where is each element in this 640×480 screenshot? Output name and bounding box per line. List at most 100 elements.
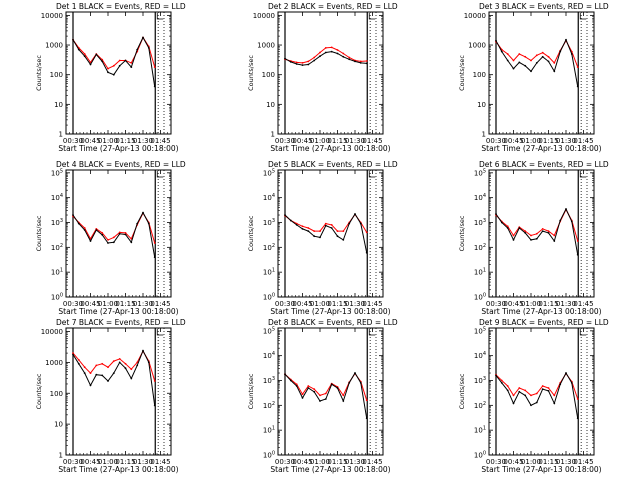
events-data-point — [365, 417, 368, 420]
y-tick-label: 100 — [474, 293, 486, 302]
x-tick-label: 00:45 — [503, 458, 523, 466]
events-data-point — [289, 379, 292, 382]
events-data-point — [570, 382, 573, 384]
y-tick-label: 103 — [474, 376, 486, 385]
lld-data-point — [83, 366, 86, 369]
lld-data-point — [530, 234, 532, 237]
y-tick-label: 1 — [59, 452, 63, 460]
events-data-point — [130, 66, 133, 68]
x-tick-label: 01:00 — [521, 458, 541, 466]
detector-panel-8: 10010110210310410500:3000:4501:0001:1501… — [247, 318, 398, 474]
lld-data-point — [95, 364, 98, 367]
x-tick-label: 00:30 — [63, 300, 83, 308]
x-tick-label: 00:45 — [80, 137, 100, 145]
detector-panel-3: 1 10 100 1000 10000 00:3000:4501:0001:1501:30… — [458, 2, 609, 153]
events-data-point — [301, 228, 304, 230]
x-tick-label: 01:15 — [538, 458, 558, 466]
lld-data-point — [524, 230, 527, 233]
y-tick-label: 102 — [51, 243, 63, 252]
events-series-line — [72, 36, 156, 87]
lld-data-point — [348, 56, 351, 59]
corner-bracket-mark — [368, 329, 376, 336]
lld-series-line — [495, 208, 579, 242]
events-data-point — [354, 372, 356, 374]
y-tick-label: 101 — [263, 268, 275, 277]
lld-data-point — [118, 59, 121, 62]
events-data-point — [518, 227, 521, 229]
x-axis-label: Start Time (27-Apr-13 00:18:00) — [481, 144, 601, 153]
x-axis-label: Start Time (27-Apr-13 00:18:00) — [58, 465, 178, 474]
lld-data-point — [330, 224, 333, 226]
events-data-point — [72, 38, 74, 41]
x-tick-label: 00:30 — [275, 300, 295, 308]
x-tick-label: 01:45 — [573, 137, 593, 145]
events-data-point — [136, 364, 139, 367]
events-data-point — [95, 53, 98, 56]
lld-data-point — [547, 230, 550, 233]
lld-data-point — [535, 392, 538, 395]
events-data-point — [89, 63, 92, 66]
detector-panel-9: 10010110210310410500:3000:4501:0001:1501… — [458, 318, 609, 474]
events-data-point — [342, 400, 345, 402]
lld-data-point — [524, 389, 527, 392]
lld-data-point — [500, 379, 503, 382]
lld-data-point — [553, 234, 556, 237]
y-tick-label: 100 — [473, 71, 486, 79]
x-tick-label: 01:30 — [133, 300, 153, 308]
events-data-point — [535, 237, 538, 240]
lld-data-point — [307, 227, 310, 229]
events-data-point — [83, 229, 86, 231]
lld-data-point — [535, 232, 538, 235]
lld-data-point — [107, 366, 109, 369]
events-data-point — [547, 390, 550, 392]
y-tick-label: 10000 — [464, 12, 486, 20]
events-data-point — [147, 47, 150, 49]
lld-data-point — [118, 231, 121, 234]
x-tick-label: 00:30 — [63, 458, 83, 466]
events-data-point — [153, 256, 156, 259]
x-tick-label: 01:15 — [115, 458, 135, 466]
events-data-point — [553, 402, 556, 405]
x-tick-label: 01:30 — [345, 300, 365, 308]
events-data-point — [83, 55, 86, 58]
y-tick-label: 10000 — [41, 328, 63, 336]
events-data-point — [553, 70, 556, 73]
events-data-point — [301, 64, 304, 66]
events-data-point — [83, 372, 86, 374]
detector-panel-2: 1 10 100 1000 10000 00:3000:4501:0001:1501:30… — [247, 2, 398, 153]
events-data-point — [336, 235, 339, 238]
events-data-point — [365, 62, 368, 65]
x-tick-label: 00:30 — [275, 137, 295, 145]
lld-data-point — [307, 385, 310, 387]
events-data-point — [541, 55, 544, 58]
y-tick-label: 104 — [263, 351, 275, 360]
events-data-point — [524, 64, 527, 67]
lld-data-point — [541, 228, 544, 230]
lld-data-point — [319, 394, 321, 397]
lld-data-point — [153, 242, 156, 244]
x-tick-label: 00:45 — [503, 137, 523, 145]
lld-data-point — [112, 64, 115, 67]
events-data-point — [319, 55, 321, 58]
y-tick-label: 104 — [263, 193, 275, 202]
events-data-point — [530, 70, 532, 73]
events-data-point — [153, 85, 156, 88]
lld-data-point — [342, 230, 345, 233]
lld-data-point — [83, 53, 86, 55]
y-tick-label: 101 — [474, 268, 486, 277]
x-tick-label: 01:15 — [327, 458, 347, 466]
events-data-point — [147, 361, 150, 364]
events-data-point — [359, 62, 362, 64]
y-tick-label: 10 — [54, 101, 63, 109]
events-data-point — [307, 230, 310, 233]
x-tick-label: 01:00 — [310, 458, 330, 466]
lld-data-point — [112, 360, 115, 362]
x-tick-label: 00:30 — [486, 458, 506, 466]
corner-bracket-mark — [156, 329, 164, 336]
lld-data-point — [524, 55, 527, 58]
y-tick-label: 100 — [262, 71, 275, 79]
lld-data-point — [547, 55, 550, 58]
y-axis-label: Counts/sec — [247, 55, 255, 91]
lld-data-point — [506, 385, 509, 387]
events-series-line — [284, 213, 368, 253]
